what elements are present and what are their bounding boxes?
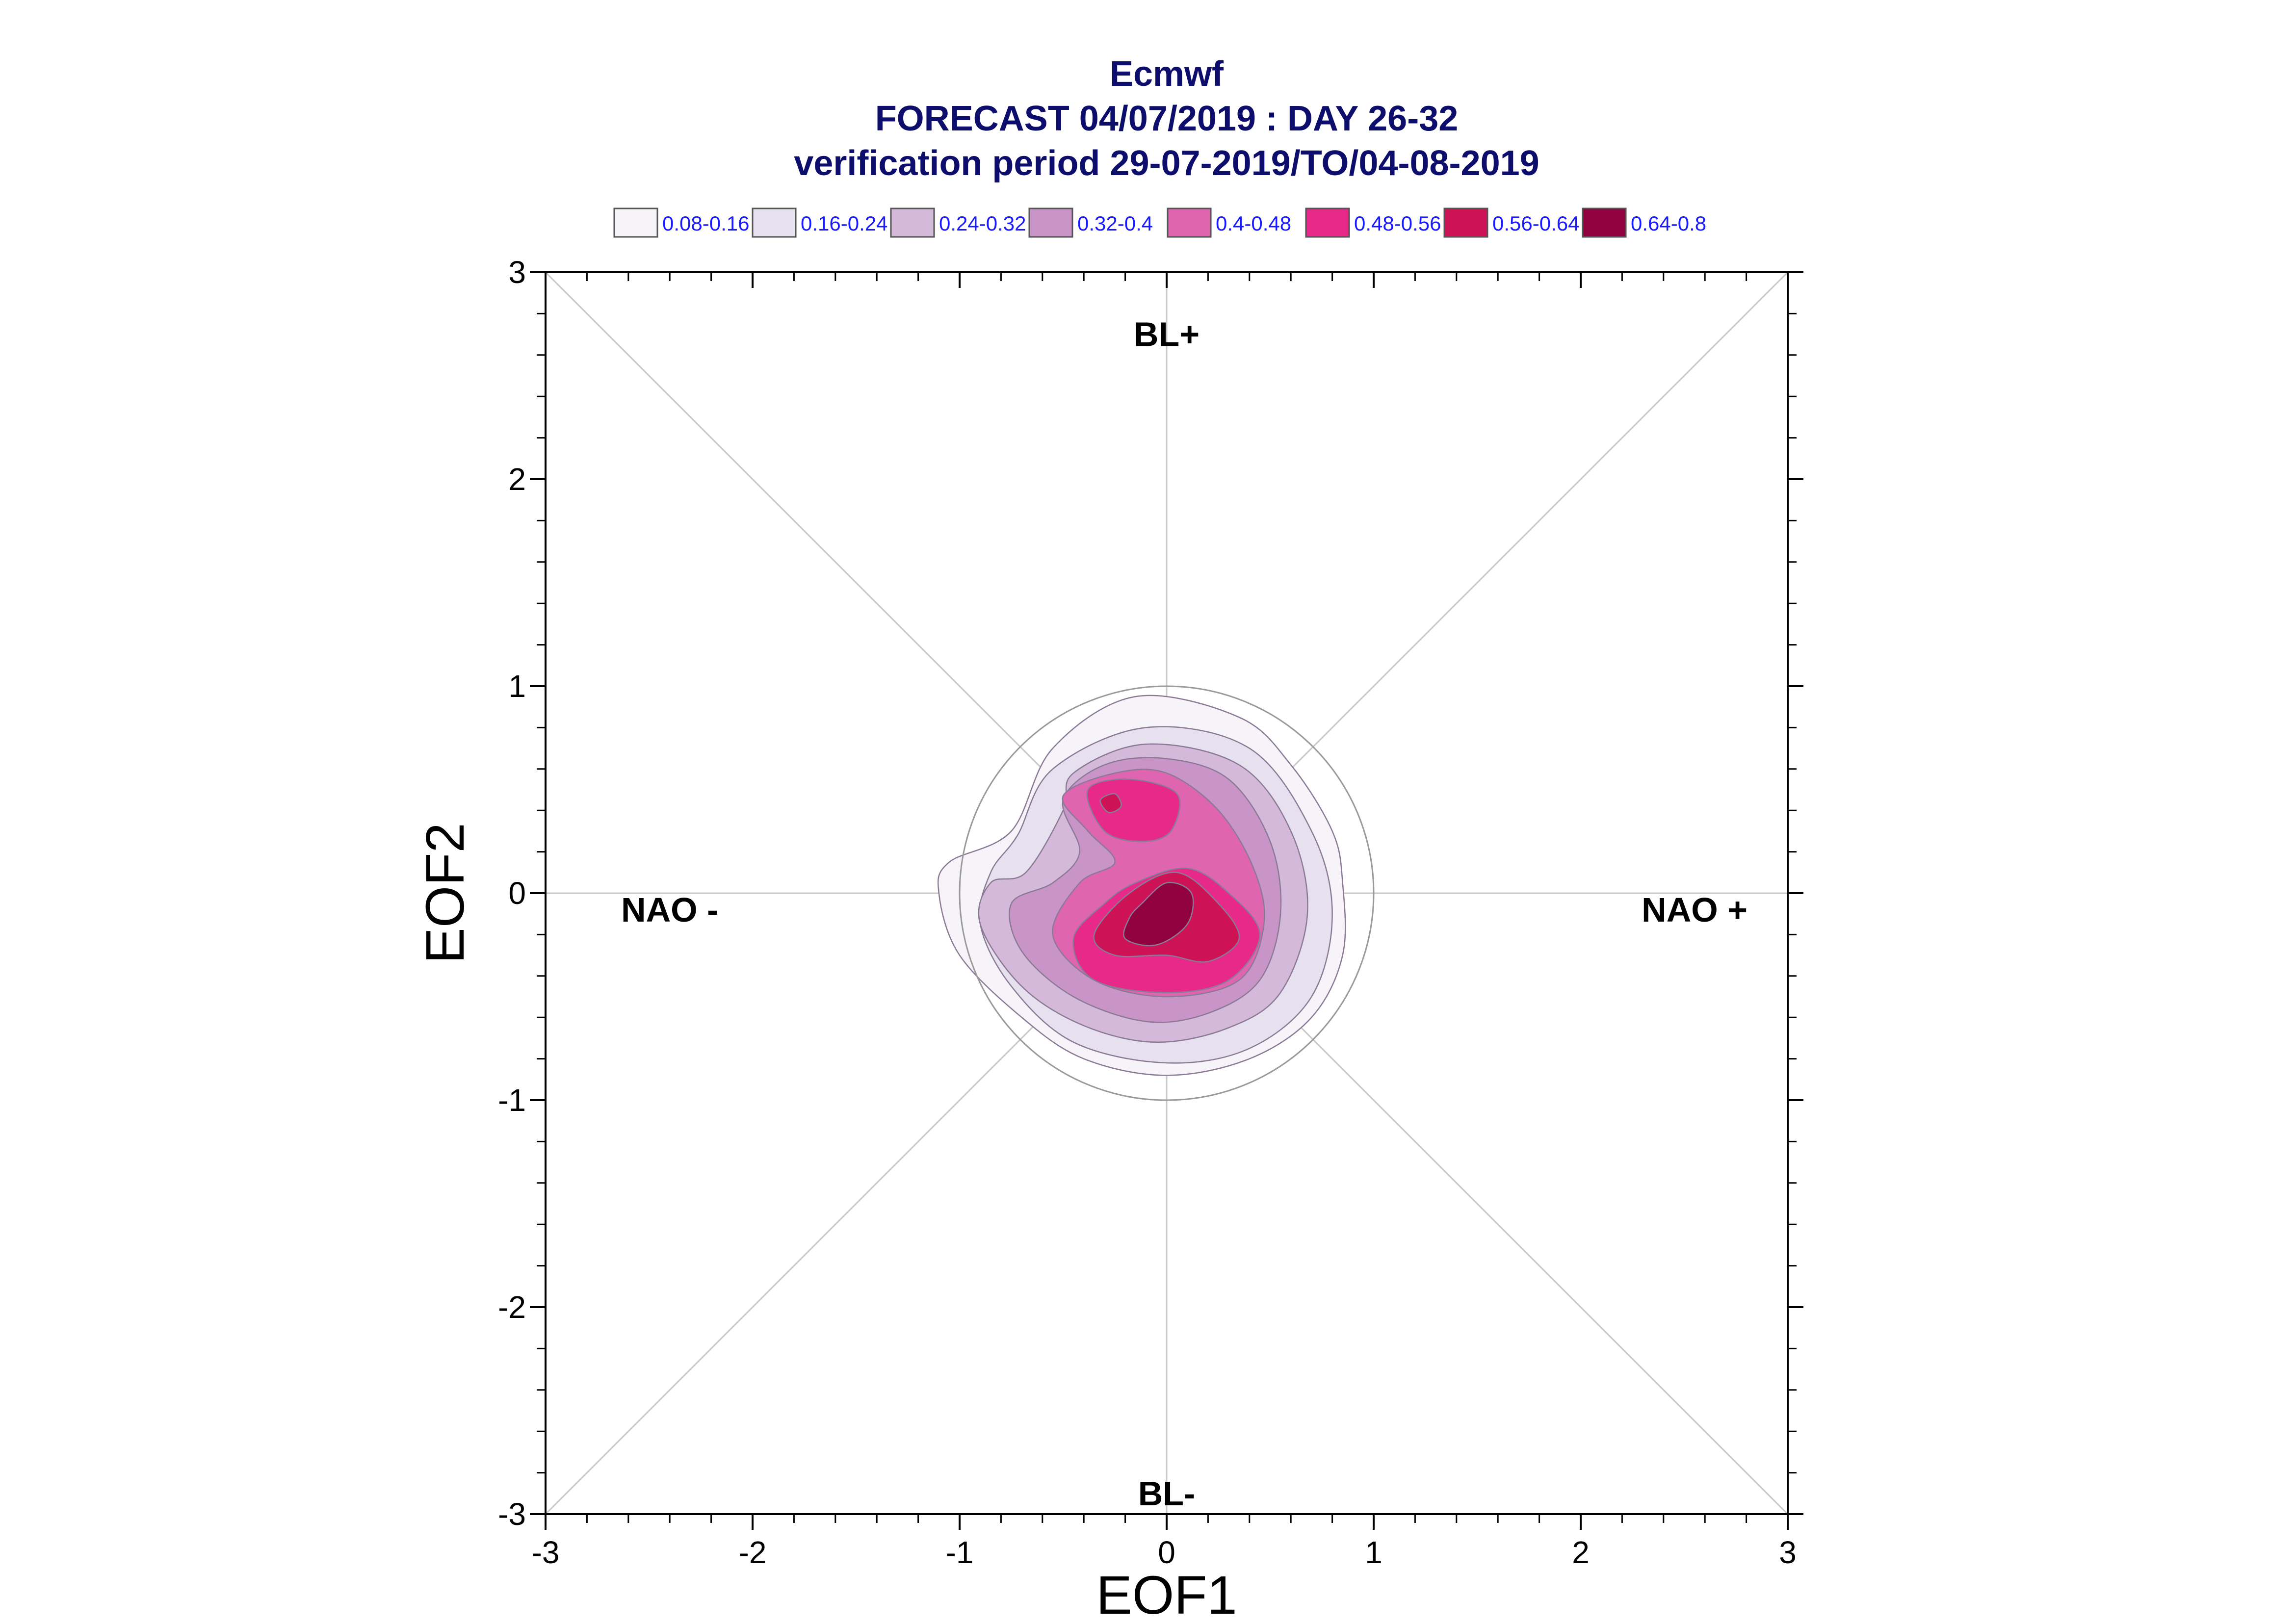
contour-fill bbox=[937, 695, 1346, 1076]
axes bbox=[530, 271, 1803, 1530]
legend-label: 0.4-0.48 bbox=[1216, 212, 1291, 235]
chart-title: Ecmwf bbox=[1110, 54, 1224, 94]
contour-region bbox=[1123, 881, 1194, 947]
legend-label: 0.08-0.16 bbox=[662, 212, 749, 235]
legend-label: 0.64-0.8 bbox=[1631, 212, 1706, 235]
regime-label: NAO + bbox=[1642, 891, 1747, 929]
legend-swatch bbox=[1028, 207, 1073, 238]
legend-label: 0.16-0.24 bbox=[801, 212, 887, 235]
legend-label: 0.56-0.64 bbox=[1492, 212, 1579, 235]
unit-circle bbox=[959, 685, 1375, 1101]
y-tick-label: -1 bbox=[498, 1083, 526, 1118]
legend-swatch bbox=[890, 207, 935, 238]
regime-labels: BL+ BL- NAO - NAO + bbox=[621, 315, 1747, 1513]
legend-swatch bbox=[1582, 207, 1627, 238]
legend-label: 0.32-0.4 bbox=[1077, 212, 1153, 235]
legend-swatch bbox=[752, 207, 797, 238]
y-tick-label: 2 bbox=[508, 462, 526, 497]
x-tick-label: 3 bbox=[1779, 1535, 1797, 1570]
y-axis-title: EOF2 bbox=[415, 823, 475, 963]
x-tick-label: 0 bbox=[1158, 1535, 1175, 1570]
y-tick-label: -2 bbox=[498, 1289, 526, 1325]
x-tick-label: 2 bbox=[1572, 1535, 1590, 1570]
regime-label: NAO - bbox=[621, 891, 718, 929]
y-tick-label: 1 bbox=[508, 669, 526, 704]
legend-label: 0.48-0.56 bbox=[1354, 212, 1441, 235]
x-tick-label: 1 bbox=[1365, 1535, 1382, 1570]
y-tick-label: -3 bbox=[498, 1496, 526, 1532]
x-axis-title: EOF1 bbox=[1096, 1565, 1237, 1624]
tick-labels: -3 -2 -1 0 1 2 3 3 2 1 0 -1 -2 -3 bbox=[498, 255, 1797, 1570]
legend-swatch bbox=[1305, 207, 1350, 238]
legend: 0.08-0.16 0.16-0.24 0.24-0.32 0.32-0.4 0.4-0… bbox=[613, 207, 1706, 238]
x-tick-label: -3 bbox=[532, 1535, 560, 1570]
reference-circle bbox=[959, 685, 1375, 1101]
x-tick-label: -1 bbox=[946, 1535, 974, 1570]
contour-region bbox=[1099, 793, 1122, 813]
legend-swatch bbox=[1443, 207, 1488, 238]
x-tick-label: -2 bbox=[739, 1535, 767, 1570]
chart-subtitle-verification: verification period 29-07-2019/TO/04-08-… bbox=[794, 144, 1539, 183]
legend-swatch bbox=[1167, 207, 1212, 238]
legend-label: 0.24-0.32 bbox=[939, 212, 1026, 235]
chart-subtitle: FORECAST 04/07/2019 : DAY 26-32 bbox=[875, 99, 1459, 138]
y-tick-label: 0 bbox=[508, 876, 526, 911]
y-tick-label: 3 bbox=[508, 255, 526, 290]
legend-swatch bbox=[613, 207, 658, 238]
regime-label: BL- bbox=[1138, 1474, 1196, 1513]
regime-label: BL+ bbox=[1134, 315, 1200, 354]
